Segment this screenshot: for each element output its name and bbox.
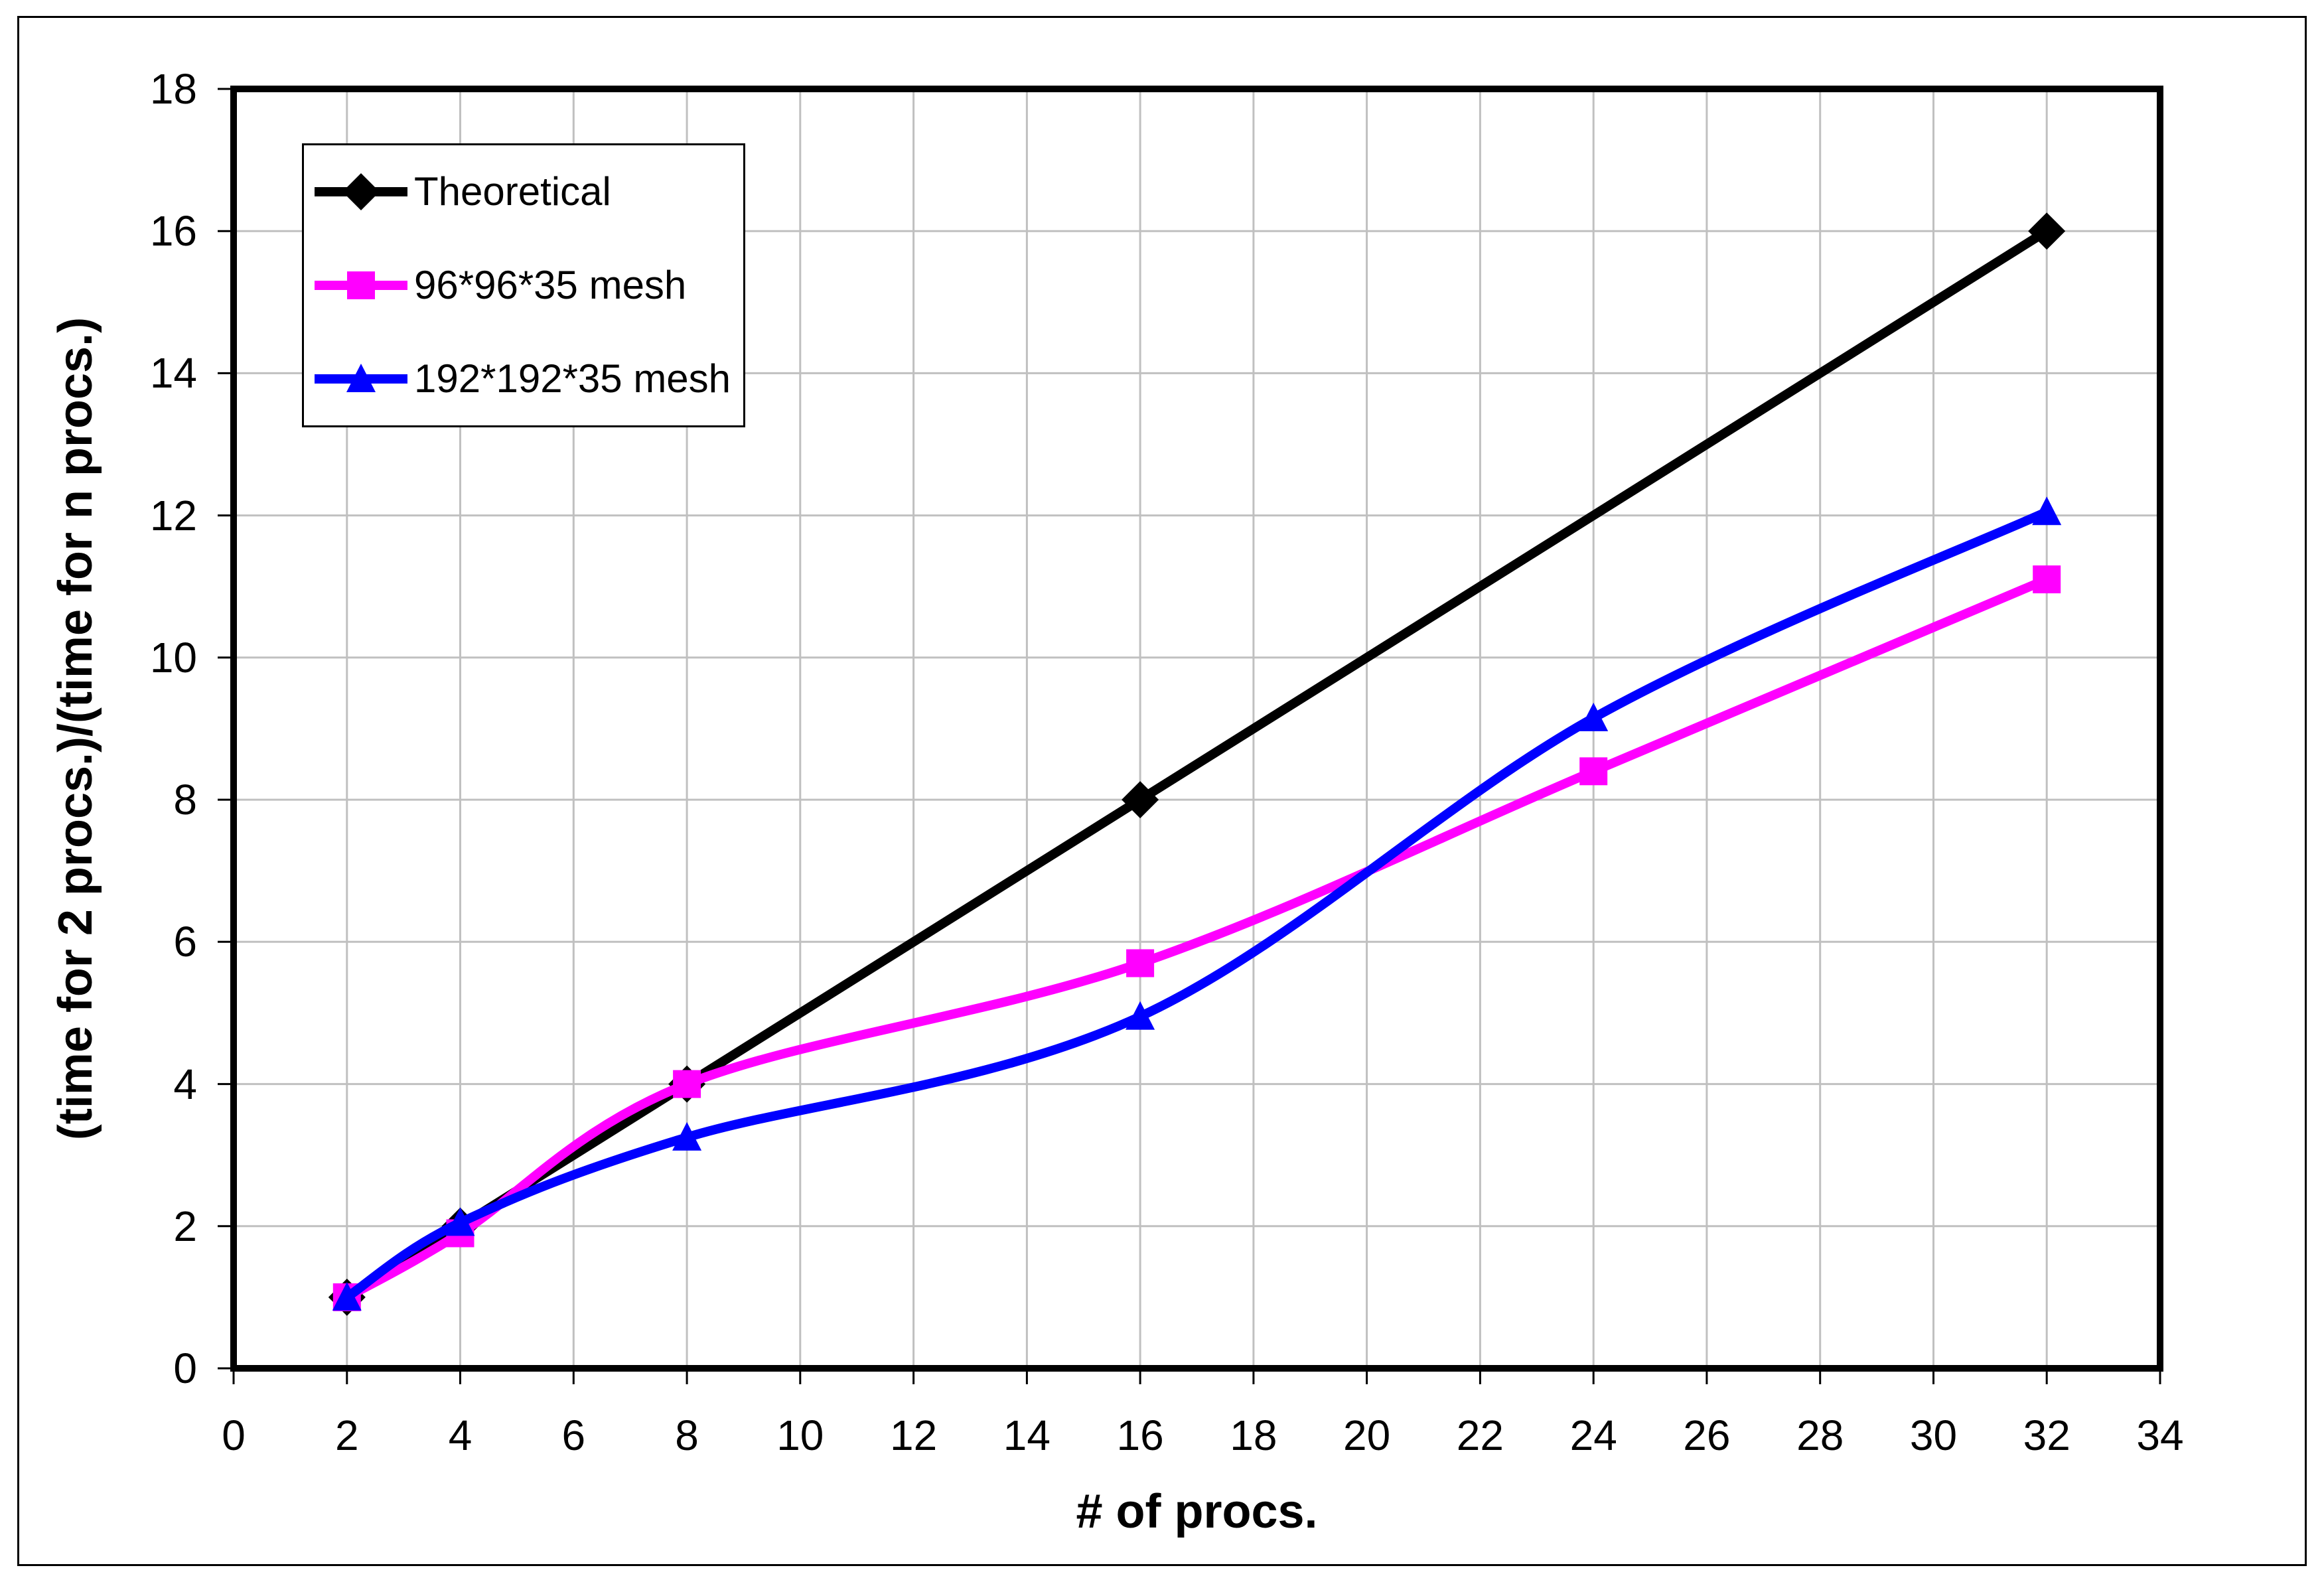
x-tick-label: 34 [2136,1411,2184,1459]
y-tick-label: 6 [173,918,197,966]
y-tick-label: 10 [149,633,197,682]
y-tick-label: 0 [173,1344,197,1392]
x-tick-label: 24 [1569,1411,1617,1459]
y-tick-label: 12 [149,491,197,539]
legend-diamond-marker-icon [315,172,407,212]
y-tick-label: 8 [173,776,197,824]
legend-triangle-marker-icon [315,359,407,399]
x-tick-label: 8 [675,1411,699,1459]
x-tick-label: 0 [222,1411,246,1459]
y-tick-label: 14 [149,349,197,397]
x-axis-title: # of procs. [1076,1485,1318,1538]
x-tick-label: 14 [1003,1411,1051,1459]
legend-square-marker-icon [315,265,407,305]
y-tick-label: 18 [149,65,197,113]
x-tick-label: 28 [1796,1411,1844,1459]
y-tick-label: 2 [173,1202,197,1250]
legend-label: 96*96*35 mesh [414,262,687,307]
x-tick-label: 6 [561,1411,586,1459]
y-axis-title: (time for 2 procs.)/(time for n procs.) [49,317,102,1141]
legend: Theoretical 96*96*35 mesh 192*192*35 mes… [302,143,745,427]
x-tick-label: 20 [1343,1411,1391,1459]
y-tick-label: 16 [149,207,197,255]
legend-label: Theoretical [414,169,611,214]
x-tick-label: 10 [776,1411,824,1459]
x-tick-label: 12 [890,1411,938,1459]
legend-item-192-mesh: 192*192*35 mesh [315,358,743,399]
legend-label: 192*192*35 mesh [414,356,731,401]
legend-item-theoretical: Theoretical [315,171,743,212]
y-tick-label: 4 [173,1060,197,1108]
x-tick-label: 32 [2023,1411,2070,1459]
x-tick-label: 30 [1909,1411,1958,1459]
legend-item-96-mesh: 96*96*35 mesh [315,262,743,307]
x-tick-label: 26 [1683,1411,1731,1459]
x-tick-label: 2 [335,1411,359,1459]
x-tick-label: 16 [1116,1411,1164,1459]
x-tick-label: 22 [1456,1411,1504,1459]
x-tick-label: 18 [1230,1411,1277,1459]
x-tick-label: 4 [448,1411,472,1459]
